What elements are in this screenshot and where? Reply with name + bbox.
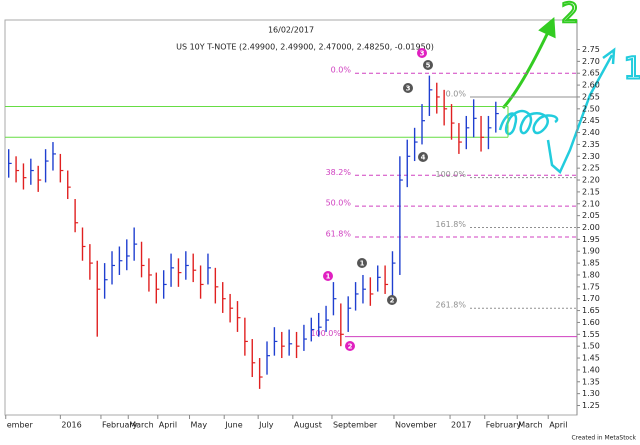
wave-marker (345, 341, 355, 351)
y-tick-label: 2.75 (582, 45, 600, 54)
wave-label: 3 (420, 50, 425, 58)
hand-arrow (501, 16, 556, 110)
y-tick-label: 2.40 (582, 128, 600, 137)
x-tick-label: June (224, 421, 243, 430)
y-tick-label: 2.50 (582, 104, 600, 113)
x-tick-label: 2016 (61, 421, 81, 430)
y-tick-label: 2.10 (582, 199, 600, 208)
x-tick-label: April (549, 421, 567, 430)
wave-marker (418, 152, 428, 162)
y-tick-label: 1.45 (582, 354, 600, 363)
y-tick-label: 1.85 (582, 259, 600, 268)
hand-scribble (498, 47, 616, 175)
x-tick-label: July (258, 421, 274, 430)
wave-marker (357, 258, 367, 268)
wave-label: 3 (406, 85, 411, 93)
x-tick-label: ember (7, 421, 34, 430)
y-tick-label: 2.25 (582, 164, 600, 173)
x-tick-label: March (518, 421, 542, 430)
fib-label: 100.0% (435, 170, 466, 179)
y-tick-label: 2.20 (582, 176, 600, 185)
y-tick-label: 1.40 (582, 365, 600, 374)
x-tick-label: November (395, 421, 437, 430)
x-tick-label: February (102, 421, 138, 430)
y-tick-label: 2.00 (582, 223, 600, 232)
wave-marker (323, 271, 333, 281)
y-tick-label: 1.75 (582, 282, 600, 291)
wave-marker (417, 48, 427, 58)
x-tick-label: September (333, 421, 378, 430)
y-tick-label: 2.70 (582, 57, 600, 66)
y-tick-label: 1.35 (582, 377, 600, 386)
y-tick-label: 2.30 (582, 152, 600, 161)
y-tick-label: 2.55 (582, 92, 600, 101)
y-tick-label: 2.65 (582, 69, 600, 78)
wave-label: 1 (326, 273, 331, 281)
x-tick-label: March (129, 421, 153, 430)
chart-title: 16/02/2017 (268, 26, 314, 35)
wave-label: 5 (426, 62, 431, 70)
wave-label: 2 (390, 297, 395, 305)
frame (4, 19, 578, 416)
y-tick-label: 1.65 (582, 306, 600, 315)
hand-label: 2 (561, 0, 579, 29)
chart-subtitle: US 10Y T-NOTE (2.49900, 2.49900, 2.47000… (176, 43, 434, 52)
x-tick-label: May (191, 421, 208, 430)
y-tick-label: 2.45 (582, 116, 600, 125)
fib-label: 38.2% (326, 168, 352, 177)
y-tick-label: 2.60 (582, 81, 600, 90)
fib-label: 261.8% (435, 301, 466, 310)
x-tick-label: 2017 (451, 421, 471, 430)
y-tick-label: 1.55 (582, 330, 600, 339)
fib-label: 0.0% (446, 89, 467, 98)
fib-label: 0.0% (331, 66, 352, 75)
wave-marker (387, 295, 397, 305)
wave-marker (403, 83, 413, 93)
y-tick-label: 1.60 (582, 318, 600, 327)
fib-label: 50.0% (326, 199, 352, 208)
wave-label: 1 (360, 260, 365, 268)
y-tick-label: 2.05 (582, 211, 600, 220)
y-tick-label: 1.50 (582, 342, 600, 351)
y-tick-label: 1.80 (582, 270, 600, 279)
y-tick-label: 1.70 (582, 294, 600, 303)
y-tick-label: 1.30 (582, 389, 600, 398)
fib-label: 161.8% (435, 220, 466, 229)
wave-label: 2 (348, 343, 353, 351)
y-tick-label: 2.15 (582, 187, 600, 196)
x-tick-label: February (486, 421, 522, 430)
y-tick-label: 1.95 (582, 235, 600, 244)
wave-label: 4 (421, 154, 426, 162)
hand-label: 1 (623, 52, 640, 87)
wave-marker (423, 60, 433, 70)
y-tick-label: 2.35 (582, 140, 600, 149)
fib-label: 100.0% (310, 329, 341, 338)
x-tick-label: August (294, 421, 322, 430)
y-tick-label: 1.90 (582, 247, 600, 256)
y-tick-label: 1.25 (582, 401, 600, 410)
fib-label: 61.8% (326, 229, 352, 238)
x-tick-label: April (159, 421, 177, 430)
footer: Created in MetaStock (571, 435, 636, 442)
